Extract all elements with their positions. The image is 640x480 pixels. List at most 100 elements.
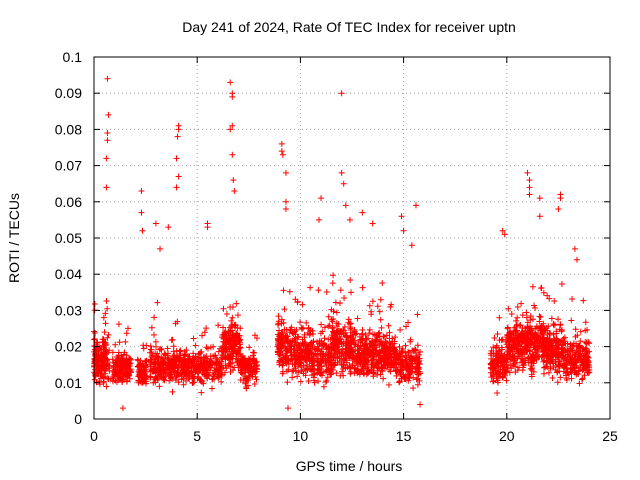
- data-point: [380, 352, 387, 359]
- data-point: [361, 346, 368, 353]
- data-point: [134, 356, 141, 363]
- data-point: [170, 355, 177, 362]
- data-point: [387, 364, 394, 371]
- data-point: [96, 344, 103, 351]
- data-point: [124, 363, 131, 370]
- data-point: [225, 362, 232, 369]
- data-point: [299, 301, 306, 308]
- data-point: [147, 357, 154, 364]
- data-point: [343, 354, 350, 361]
- data-point: [91, 301, 98, 308]
- data-point: [155, 359, 162, 366]
- data-point: [230, 337, 237, 344]
- data-point: [351, 356, 358, 363]
- y-tick-label: 0.01: [55, 375, 82, 391]
- data-point: [549, 358, 556, 365]
- data-point: [493, 371, 500, 378]
- data-point: [362, 331, 369, 338]
- data-point: [312, 351, 319, 358]
- data-point: [228, 323, 235, 330]
- data-point: [300, 325, 307, 332]
- data-point: [169, 363, 176, 370]
- data-point: [297, 359, 304, 366]
- data-point: [577, 338, 584, 345]
- data-point: [336, 349, 343, 356]
- data-point: [336, 300, 343, 307]
- data-point: [169, 336, 176, 343]
- data-point: [562, 340, 569, 347]
- data-point: [289, 368, 296, 375]
- data-point: [341, 294, 348, 301]
- data-point: [566, 353, 573, 360]
- data-point: [338, 350, 345, 357]
- data-point: [329, 366, 336, 373]
- data-point: [585, 355, 592, 362]
- data-point: [116, 375, 123, 382]
- data-point: [546, 359, 553, 366]
- data-point: [388, 354, 395, 361]
- data-point: [368, 308, 375, 315]
- data-point: [504, 336, 511, 343]
- data-point: [343, 334, 350, 341]
- data-point: [550, 331, 557, 338]
- data-point: [558, 281, 565, 288]
- data-point: [382, 339, 389, 346]
- data-point: [152, 220, 159, 227]
- data-point: [234, 357, 241, 364]
- data-point: [552, 337, 559, 344]
- data-point: [563, 372, 570, 379]
- data-point: [207, 355, 214, 362]
- data-point: [184, 355, 191, 362]
- y-tick-label: 0.1: [63, 49, 83, 65]
- data-point: [227, 369, 234, 376]
- data-point: [397, 358, 404, 365]
- data-point: [414, 342, 421, 349]
- data-point: [513, 323, 520, 330]
- data-point: [329, 318, 336, 325]
- data-point: [365, 369, 372, 376]
- data-point: [582, 319, 589, 326]
- data-point: [364, 364, 371, 371]
- data-point: [354, 343, 361, 350]
- data-point: [398, 347, 405, 354]
- data-point: [230, 177, 237, 184]
- data-point: [338, 90, 345, 97]
- data-point: [340, 330, 347, 337]
- data-point: [218, 378, 225, 385]
- data-point: [387, 303, 394, 310]
- data-point: [548, 348, 555, 355]
- data-point: [540, 334, 547, 341]
- data-point: [506, 351, 513, 358]
- data-point: [526, 177, 533, 184]
- data-point: [285, 356, 292, 363]
- data-point: [190, 350, 197, 357]
- data-point: [406, 371, 413, 378]
- data-point: [565, 348, 572, 355]
- data-point: [111, 370, 118, 377]
- data-point: [103, 361, 110, 368]
- data-point: [393, 372, 400, 379]
- data-point: [197, 356, 204, 363]
- data-point: [542, 347, 549, 354]
- data-point: [359, 284, 366, 291]
- data-point: [338, 341, 345, 348]
- data-point: [392, 367, 399, 374]
- data-point: [237, 367, 244, 374]
- data-point: [250, 356, 257, 363]
- data-point: [524, 169, 531, 176]
- data-point: [333, 337, 340, 344]
- data-point: [346, 216, 353, 223]
- data-point: [229, 151, 236, 158]
- data-point: [407, 338, 414, 345]
- data-point: [489, 372, 496, 379]
- data-point: [156, 383, 163, 390]
- data-point: [345, 338, 352, 345]
- data-point: [401, 363, 408, 370]
- data-point: [333, 330, 340, 337]
- data-point: [204, 224, 211, 231]
- data-point: [280, 343, 287, 350]
- data-point: [93, 353, 100, 360]
- data-point: [220, 324, 227, 331]
- data-point: [218, 371, 225, 378]
